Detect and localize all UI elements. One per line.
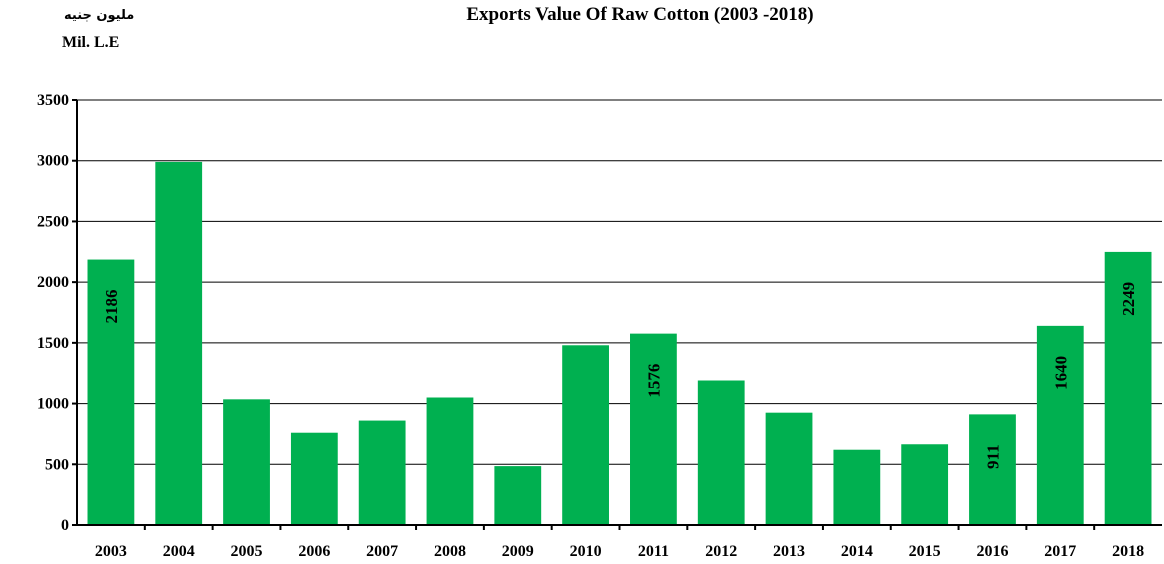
y-tick-label: 500 (45, 456, 69, 473)
x-tick-label: 2005 (231, 543, 263, 560)
x-tick-label: 2014 (841, 543, 873, 560)
chart-title: Exports Value Of Raw Cotton (2003 -2018) (466, 4, 814, 25)
x-tick-label: 2018 (1112, 543, 1144, 560)
x-tick-label: 2011 (638, 543, 669, 560)
bar-2008 (426, 397, 474, 525)
bar-2010 (562, 345, 609, 525)
data-label-2003: 2186 (102, 290, 121, 324)
y-tick-label: 2000 (37, 274, 69, 291)
x-tick-label: 2017 (1044, 543, 1076, 560)
x-tick-label: 2015 (909, 543, 941, 560)
y-tick-label: 1000 (37, 396, 69, 413)
x-tick-label: 2009 (502, 543, 534, 560)
x-tick-label: 2016 (976, 543, 1008, 560)
data-label-2018: 2249 (1119, 282, 1138, 316)
bar-2013 (765, 412, 813, 525)
y-tick-label: 2500 (37, 213, 69, 230)
x-tick-label: 2010 (570, 543, 602, 560)
bar-2006 (290, 432, 338, 525)
x-tick-label: 2003 (95, 543, 127, 560)
bar-2015 (901, 444, 949, 525)
x-tick-label: 2006 (298, 543, 330, 560)
unit-label-english: Mil. L.E (62, 34, 120, 51)
bar-2012 (697, 380, 745, 525)
bar-2007 (358, 420, 406, 525)
data-label-2016: 911 (983, 444, 1002, 469)
x-tick-label: 2013 (773, 543, 805, 560)
bar-2016 (969, 414, 1016, 525)
bar-2017 (1036, 325, 1084, 525)
bar-2018 (1104, 251, 1152, 525)
bar-2004 (155, 161, 203, 525)
bar-2003 (87, 259, 135, 525)
bar-2011 (630, 333, 677, 525)
x-tick-label: 2007 (366, 543, 398, 560)
x-tick-label: 2012 (705, 543, 737, 560)
y-tick-label: 3500 (37, 92, 69, 109)
unit-label-arabic: مليون جنيه (64, 8, 135, 23)
x-tick-label: 2008 (434, 543, 466, 560)
y-tick-label: 3000 (37, 153, 69, 170)
x-tick-label: 2004 (163, 543, 195, 560)
data-label-2017: 1640 (1051, 356, 1070, 390)
bar-2014 (833, 449, 881, 525)
bar-2005 (223, 399, 270, 525)
data-label-2011: 1576 (644, 364, 663, 398)
bar-2009 (494, 466, 542, 525)
y-tick-label: 1500 (37, 335, 69, 352)
y-tick-label: 0 (61, 517, 69, 534)
